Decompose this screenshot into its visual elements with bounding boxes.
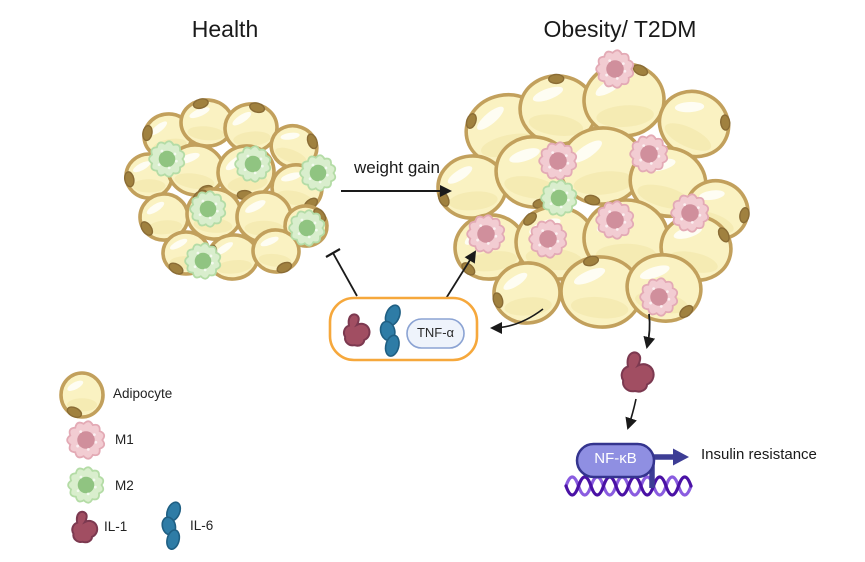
inhibition-arrow — [325, 248, 358, 297]
m2-macrophage — [184, 242, 222, 280]
nfkb-label: NF-κB — [594, 450, 637, 467]
adipocyte-cell — [559, 255, 643, 329]
legend-il6-icon — [161, 501, 182, 550]
legend-adipocyte-icon — [59, 371, 105, 419]
nfkb-pill — [575, 442, 656, 479]
m1-macrophage — [629, 134, 669, 174]
il1-to-nfkb-arrow — [625, 398, 637, 430]
health-title: Health — [191, 16, 259, 42]
secretion-arrow-down — [643, 313, 656, 349]
legend-il1-icon — [71, 510, 99, 544]
dna-helix — [564, 475, 693, 497]
tnf-pill — [406, 318, 465, 349]
legend — [59, 371, 182, 550]
legend-label-m2: M2 — [115, 478, 134, 493]
tnf-alpha-label: TNF-α — [416, 325, 455, 340]
legend-label-il6: IL-6 — [190, 518, 214, 533]
secretion-arrow-to-box — [490, 308, 544, 334]
m2-macrophage — [234, 145, 272, 183]
m2-macrophage — [299, 154, 337, 192]
obesity-t2dm-title: Obesity/ T2DM — [543, 16, 697, 42]
obesity-adipose-cluster — [436, 49, 750, 329]
il1-molecule — [342, 313, 371, 347]
transcription-arrow — [649, 448, 689, 488]
legend-m1-icon — [66, 420, 106, 460]
adipocyte-cell — [657, 89, 731, 159]
m2-macrophage — [288, 209, 326, 247]
weight-gain-label: weight gain — [353, 158, 440, 177]
legend-m2-icon — [67, 466, 105, 504]
il6-molecule — [379, 304, 401, 357]
il1-molecule — [620, 351, 655, 393]
m1-macrophage — [466, 214, 506, 254]
m1-macrophage — [595, 49, 635, 89]
nfkb-complex — [564, 442, 693, 497]
m2-macrophage — [540, 179, 578, 217]
activation-arrow — [444, 250, 477, 301]
health-adipose-cluster — [123, 98, 337, 281]
adipocyte-cell — [179, 98, 235, 148]
arrows — [325, 185, 656, 430]
m1-macrophage — [639, 277, 679, 317]
m2-macrophage — [189, 190, 227, 228]
legend-label-m1: M1 — [115, 432, 134, 447]
m1-macrophage — [670, 193, 710, 233]
m1-macrophage — [595, 200, 635, 240]
m2-macrophage — [148, 140, 186, 178]
m1-macrophage — [528, 219, 568, 259]
legend-label-il1: IL-1 — [104, 519, 128, 534]
adipocyte-cell — [492, 261, 562, 325]
adipocyte-cell — [251, 228, 301, 274]
legend-label-adipocyte: Adipocyte — [113, 386, 173, 401]
insulin-resistance-label: Insulin resistance — [701, 446, 817, 463]
cytokine-box — [328, 296, 479, 362]
m1-macrophage — [538, 141, 578, 181]
